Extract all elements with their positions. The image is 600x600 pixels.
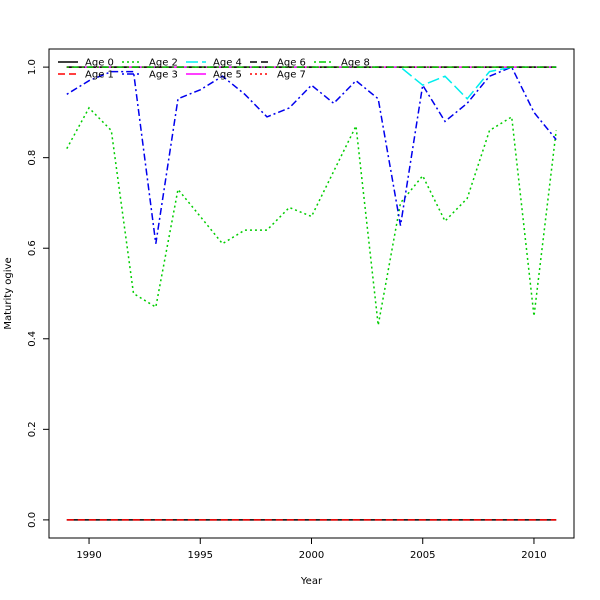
x-axis: 1990 1995 2000 2005 2010 [76, 537, 547, 561]
y-axis-title: Maturity ogive [3, 257, 14, 329]
x-tick-label: 1990 [76, 550, 101, 561]
x-tick-label: 2005 [410, 550, 435, 561]
x-tick-label: 2000 [299, 550, 324, 561]
legend-label-age-3: Age 3 [149, 70, 178, 81]
plot-frame [48, 48, 575, 539]
legend-label-age-0: Age 0 [85, 58, 114, 69]
series-layer [66, 66, 557, 521]
legend-label-age-4: Age 4 [213, 58, 242, 69]
legend-label-age-2: Age 2 [149, 58, 178, 69]
x-tick-label: 2010 [521, 550, 546, 561]
x-axis-title: Year [300, 576, 323, 587]
legend-label-age-5: Age 5 [213, 70, 242, 81]
y-tick-label: 0.6 [27, 240, 38, 256]
y-axis: 0.0 0.2 0.4 0.6 0.8 1.0 [27, 59, 50, 528]
y-tick-label: 1.0 [27, 59, 38, 75]
series-line-age-3 [66, 66, 557, 244]
series-line-age-4 [66, 66, 557, 100]
x-tick-label: 1995 [188, 550, 213, 561]
series-line-age-2 [66, 106, 557, 326]
legend-label-age-6: Age 6 [277, 58, 306, 69]
y-tick-label: 0.2 [27, 421, 38, 437]
legend-label-age-8: Age 8 [341, 58, 370, 69]
y-tick-label: 0.8 [27, 150, 38, 166]
legend-label-age-7: Age 7 [277, 70, 306, 81]
y-tick-label: 0.0 [27, 512, 38, 528]
y-tick-label: 0.4 [27, 331, 38, 347]
legend-label-age-1: Age 1 [85, 70, 114, 81]
